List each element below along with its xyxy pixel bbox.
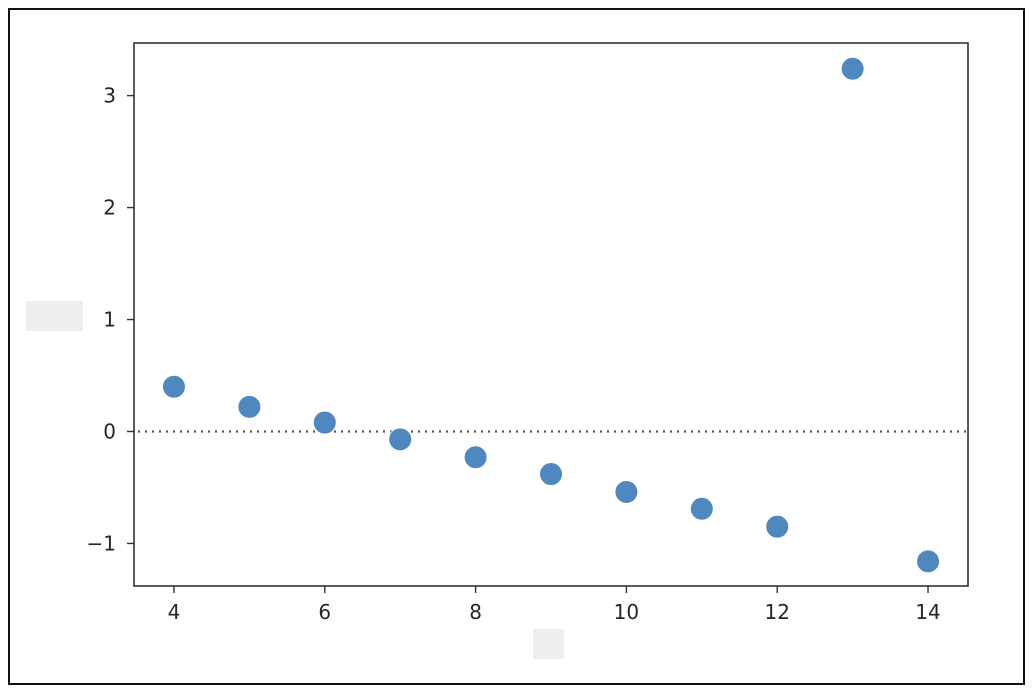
scatter-point [237, 394, 262, 419]
scatter-point [916, 549, 941, 574]
scatter-point [539, 462, 563, 487]
scatter-point [161, 374, 186, 399]
y-tick-label: 2 [103, 196, 116, 220]
x-tick-label: 10 [614, 600, 639, 624]
x-tick-label: 6 [318, 600, 331, 624]
y-tick-label: 0 [103, 419, 116, 443]
scatter-point [388, 427, 413, 452]
data-points [161, 56, 941, 574]
scatter-point [840, 56, 865, 81]
plot-area [133, 42, 969, 587]
scatter-point [689, 496, 714, 521]
scatter-point [765, 514, 790, 539]
y-tick-label: 1 [103, 308, 116, 332]
figure-frame [8, 8, 1025, 685]
scatter-point [312, 410, 337, 435]
y-tick-label: 3 [103, 84, 116, 108]
y-axis-label-redaction [26, 301, 83, 331]
x-tick-label: 8 [469, 600, 482, 624]
y-tick-label: −1 [87, 531, 116, 555]
x-tick-label: 14 [915, 600, 940, 624]
x-axis-label-redaction [533, 629, 564, 659]
x-tick-label: 12 [764, 600, 789, 624]
scatter-point [463, 445, 488, 470]
scatter-point [614, 479, 639, 504]
x-tick-label: 4 [168, 600, 181, 624]
